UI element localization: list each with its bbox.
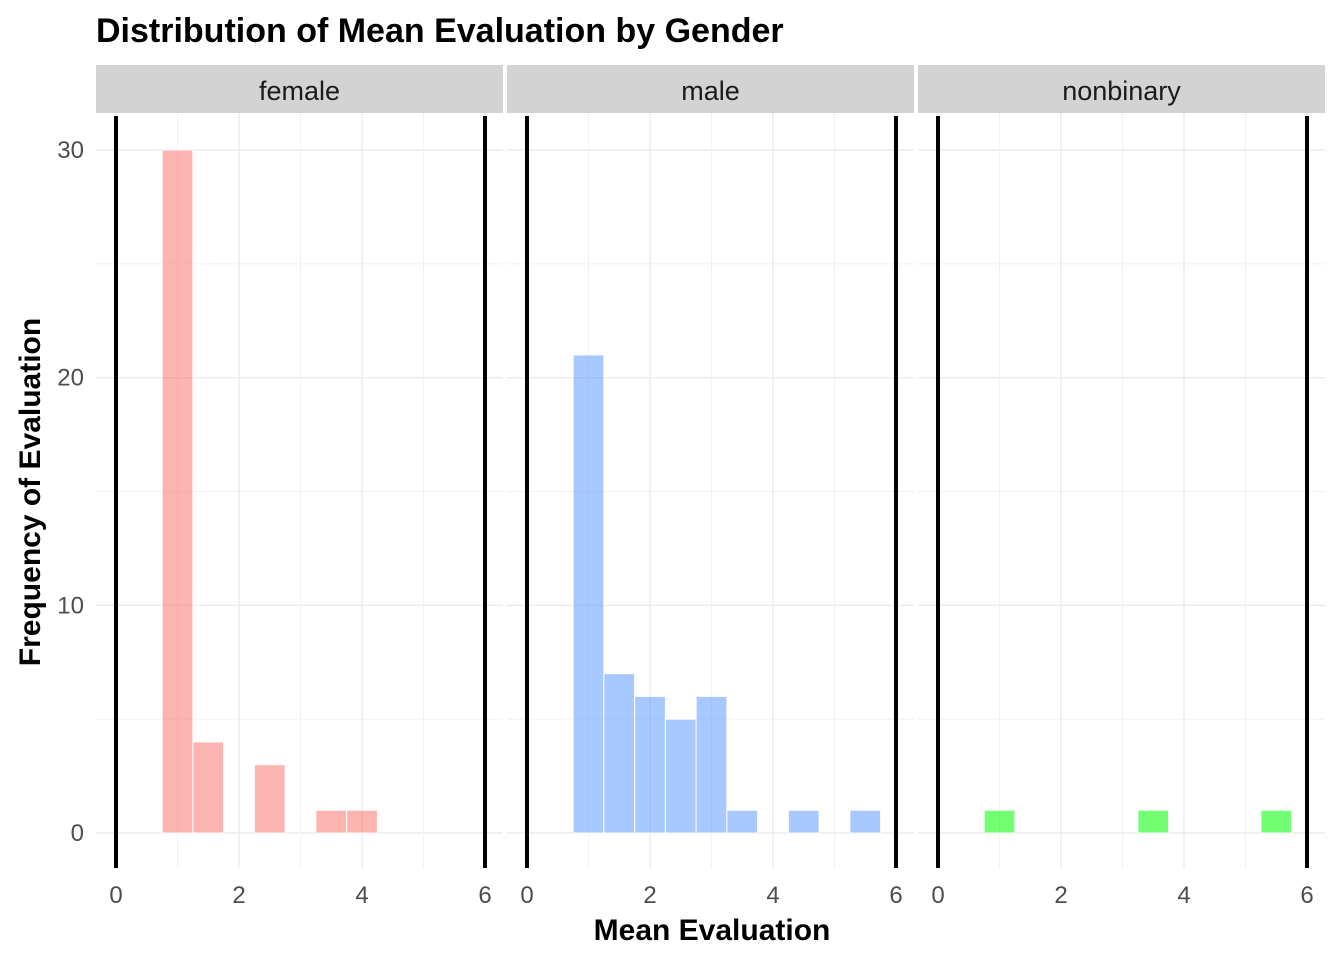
histogram-bar bbox=[634, 695, 666, 834]
histogram-bar bbox=[1137, 809, 1170, 834]
histogram-bar bbox=[192, 741, 225, 834]
x-tick-label: 6 bbox=[1300, 882, 1313, 909]
facet-strip bbox=[918, 65, 1325, 113]
histogram-bar bbox=[315, 809, 348, 834]
x-tick-label: 4 bbox=[355, 882, 368, 909]
x-tick-label: 4 bbox=[766, 882, 779, 909]
histogram-bar bbox=[983, 809, 1016, 834]
histogram-bar bbox=[1260, 809, 1293, 834]
facet-strip-label: male bbox=[681, 76, 740, 106]
facet-strip-label: female bbox=[259, 76, 340, 106]
y-tick-label: 0 bbox=[71, 820, 84, 847]
y-tick-label: 20 bbox=[57, 365, 84, 392]
chart-title: Distribution of Mean Evaluation by Gende… bbox=[96, 12, 784, 50]
facet-strip bbox=[96, 65, 503, 113]
x-tick-label: 0 bbox=[931, 882, 944, 909]
histogram-bar bbox=[726, 809, 759, 834]
x-tick-label: 2 bbox=[643, 882, 656, 909]
x-tick-label: 2 bbox=[1054, 882, 1067, 909]
x-tick-label: 0 bbox=[109, 882, 122, 909]
x-tick-label: 4 bbox=[1177, 882, 1190, 909]
histogram-bar bbox=[603, 673, 636, 834]
histogram-bar bbox=[572, 354, 605, 834]
histogram-bar bbox=[346, 809, 378, 834]
y-tick-label: 30 bbox=[57, 137, 84, 164]
facet-strip-label: nonbinary bbox=[1062, 76, 1181, 106]
x-tick-label: 6 bbox=[889, 882, 902, 909]
histogram-bar bbox=[695, 695, 728, 834]
histogram-bar bbox=[664, 718, 697, 834]
histogram-bar bbox=[253, 764, 286, 834]
x-tick-label: 6 bbox=[478, 882, 491, 909]
histogram-bar bbox=[849, 809, 882, 834]
y-axis-title: Frequency of Evaluation bbox=[14, 318, 47, 666]
facet-panel-nonbinary: nonbinary 0 2 4 6 bbox=[918, 65, 1325, 909]
x-tick-label: 2 bbox=[232, 882, 245, 909]
histogram-bar bbox=[787, 809, 820, 834]
facet-panel-male: male 0 2 4 6 bbox=[507, 65, 914, 909]
plot-area: 0 10 20 30 female 0 2 4 6 male 0 2 4 6 nonbinary 0 2 4 6 bbox=[57, 65, 1325, 909]
x-tick-label: 0 bbox=[520, 882, 533, 909]
x-axis-title: Mean Evaluation bbox=[594, 914, 831, 947]
facet-strip bbox=[507, 65, 914, 113]
histogram-bar bbox=[161, 149, 194, 834]
facet-panel-female: female 0 2 4 6 bbox=[96, 65, 503, 909]
y-tick-label: 10 bbox=[57, 592, 84, 619]
